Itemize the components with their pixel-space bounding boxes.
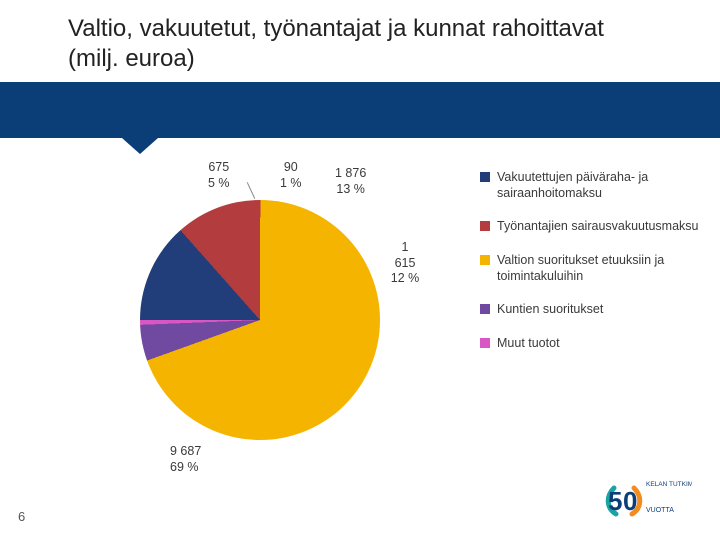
legend-swatch xyxy=(480,338,490,348)
legend-swatch xyxy=(480,255,490,265)
legend-item: Muut tuotot xyxy=(480,336,700,352)
slice-label-valtion: 9 687 69 % xyxy=(170,444,201,475)
slice-value: 1 876 xyxy=(335,166,366,180)
kela-logo: KELAN TUTKIMUS VUOTTA 5 0 xyxy=(602,466,692,522)
legend-item: Kuntien suoritukset xyxy=(480,302,700,318)
leader-line xyxy=(247,182,256,199)
title-block: Valtio, vakuutetut, työnantajat ja kunna… xyxy=(68,14,628,74)
slice-value: 90 xyxy=(284,160,298,174)
slice-pct: 13 % xyxy=(336,182,365,196)
slice-label-tyonantajien: 1 615 12 % xyxy=(390,240,420,287)
legend-swatch xyxy=(480,172,490,182)
svg-text:5: 5 xyxy=(608,486,622,516)
legend-label: Kuntien suoritukset xyxy=(497,302,603,318)
legend: Vakuutettujen päiväraha- ja sairaanhoito… xyxy=(480,170,700,369)
logo-text-top: KELAN TUTKIMUS xyxy=(646,481,692,488)
slice-label-vakuutettujen: 1 876 13 % xyxy=(335,166,366,197)
legend-label: Valtion suoritukset etuuksiin ja toimint… xyxy=(497,253,700,284)
page-number: 6 xyxy=(18,509,25,524)
header-notch xyxy=(122,138,158,154)
legend-item: Vakuutettujen päiväraha- ja sairaanhoito… xyxy=(480,170,700,201)
slide-root: Valtio, vakuutetut, työnantajat ja kunna… xyxy=(0,0,720,540)
header-bar xyxy=(0,82,720,138)
slice-label-muut: 90 1 % xyxy=(280,160,302,191)
slice-label-kuntien: 675 5 % xyxy=(208,160,230,191)
legend-swatch xyxy=(480,304,490,314)
legend-label: Työnantajien sairausvakuutusmaksu xyxy=(497,219,699,235)
logo-text-bottom: VUOTTA xyxy=(646,507,674,514)
pie-disc xyxy=(140,200,380,440)
legend-item: Valtion suoritukset etuuksiin ja toimint… xyxy=(480,253,700,284)
svg-text:0: 0 xyxy=(623,486,637,516)
slide-title: Valtio, vakuutetut, työnantajat ja kunna… xyxy=(68,14,628,74)
slice-pct: 12 % xyxy=(391,271,420,285)
legend-label: Muut tuotot xyxy=(497,336,560,352)
slice-pct: 5 % xyxy=(208,176,230,190)
slice-value: 9 687 xyxy=(170,444,201,458)
slice-value: 675 xyxy=(208,160,229,174)
legend-swatch xyxy=(480,221,490,231)
legend-item: Työnantajien sairausvakuutusmaksu xyxy=(480,219,700,235)
pie-wrap xyxy=(140,200,380,440)
legend-label: Vakuutettujen päiväraha- ja sairaanhoito… xyxy=(497,170,700,201)
slice-pct: 1 % xyxy=(280,176,302,190)
slice-pct: 69 % xyxy=(170,460,199,474)
slice-value: 1 615 xyxy=(395,240,416,270)
pie-chart: 675 5 % 90 1 % 1 876 13 % 1 615 12 % 9 6… xyxy=(90,160,420,480)
